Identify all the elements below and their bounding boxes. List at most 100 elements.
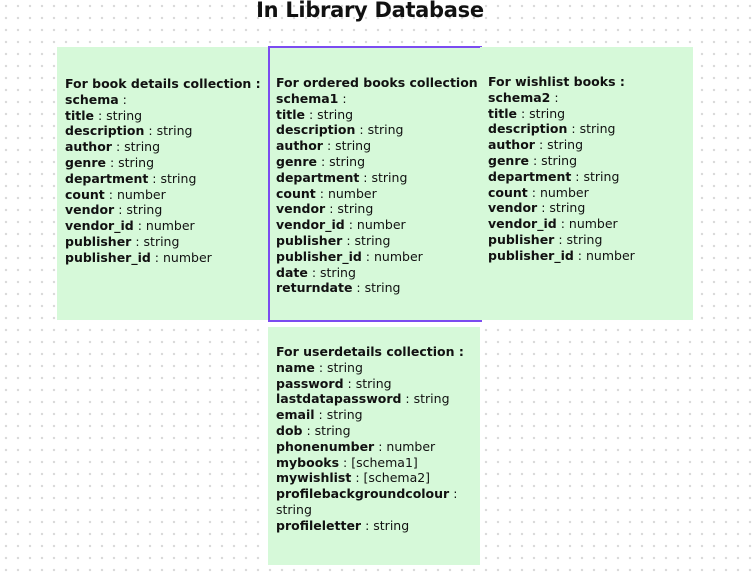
- field-separator: :: [351, 470, 364, 486]
- field-type: string: [413, 391, 450, 407]
- field-vendor: vendor : string: [65, 202, 268, 218]
- field-name: department: [488, 168, 572, 184]
- field-type: string: [373, 517, 410, 533]
- field-name: description: [276, 122, 356, 138]
- field-title: title : string: [65, 108, 268, 124]
- field-name: title: [65, 107, 94, 123]
- field-name: publisher_id: [488, 247, 574, 263]
- field-separator: :: [150, 249, 163, 265]
- field-separator: :: [104, 186, 117, 202]
- field-separator: :: [131, 233, 144, 249]
- field-vendor-id: vendor_id : number: [488, 216, 693, 232]
- card-userdetails[interactable]: For userdetails collection : name : stri…: [268, 327, 480, 565]
- field-name: genre: [65, 154, 106, 170]
- card-heading: For book details collection :: [65, 76, 261, 91]
- field-type: string: [124, 139, 161, 155]
- field-type: string: [327, 359, 363, 375]
- field-author: author : string: [276, 138, 480, 154]
- field-name: lastdatapassword: [276, 391, 402, 407]
- field-separator: :: [573, 247, 586, 263]
- field-separator: :: [527, 184, 540, 200]
- field-type: string: [160, 170, 197, 186]
- field-title: title : string: [488, 106, 693, 122]
- field-name: department: [276, 169, 360, 185]
- field-name: dob: [276, 422, 303, 438]
- card-heading: For ordered books collection :: [276, 75, 488, 90]
- field-separator: :: [344, 217, 357, 233]
- field-genre: genre : string: [488, 153, 693, 169]
- card-ordered-books[interactable]: For ordered books collection : schema1 :…: [268, 46, 488, 322]
- field-separator: :: [550, 89, 559, 105]
- field-name: vendor_id: [65, 218, 134, 234]
- field-separator: :: [537, 200, 550, 216]
- field-count: count : number: [276, 186, 480, 202]
- field-type: number: [386, 438, 436, 454]
- field-name: count: [488, 184, 528, 200]
- field-type: string: [367, 122, 404, 138]
- field-department: department : string: [65, 171, 268, 187]
- field-name: department: [65, 170, 149, 186]
- field-separator: :: [571, 168, 584, 184]
- field-name: profilebackgroundcolour: [276, 486, 450, 502]
- field-name: description: [488, 121, 568, 137]
- field-type: string: [355, 375, 392, 391]
- field-name: phonenumber: [276, 438, 375, 454]
- field-separator: :: [374, 438, 387, 454]
- field-type: [schema1]: [351, 454, 418, 470]
- field-type: string: [337, 201, 374, 217]
- field-separator: :: [361, 517, 374, 533]
- field-password: password : string: [276, 376, 480, 392]
- field-separator: :: [148, 170, 161, 186]
- field-type: string: [156, 123, 193, 139]
- field-separator: :: [361, 248, 374, 264]
- field-type: string: [326, 407, 363, 423]
- field-publisher: publisher : string: [488, 232, 693, 248]
- field-name: mywishlist: [276, 470, 352, 486]
- field-type: string: [335, 138, 372, 154]
- field-separator: :: [401, 391, 414, 407]
- field-name: count: [65, 186, 105, 202]
- field-type: string: [549, 200, 586, 216]
- field-type: number: [145, 218, 195, 234]
- field-separator: :: [554, 231, 567, 247]
- field-mybooks: mybooks : [schema1]: [276, 455, 480, 471]
- field-vendor: vendor : string: [488, 200, 693, 216]
- field-separator: :: [105, 154, 119, 170]
- field-separator: :: [314, 359, 328, 375]
- field-name: count: [276, 185, 316, 201]
- field-separator: :: [315, 185, 328, 201]
- field-separator: :: [307, 264, 321, 280]
- field-separator: :: [316, 153, 330, 169]
- field-name: author: [488, 137, 535, 153]
- field-mywishlist: mywishlist : [schema2]: [276, 470, 480, 486]
- field-name: publisher: [65, 233, 132, 249]
- field-author: author : string: [488, 137, 693, 153]
- field-name: description: [65, 123, 145, 139]
- field-type: number: [356, 217, 406, 233]
- field-vendor-id: vendor_id : number: [276, 217, 480, 233]
- field-name: publisher_id: [65, 249, 151, 265]
- field-publisher-id: publisher_id : number: [65, 250, 268, 266]
- field-separator: :: [534, 137, 548, 153]
- field-type: string: [276, 501, 312, 517]
- field-name: name: [276, 359, 315, 375]
- field-separator: :: [338, 90, 347, 106]
- field-type: number: [539, 184, 589, 200]
- field-type: number: [586, 247, 635, 263]
- field-type: number: [327, 185, 377, 201]
- field-name: vendor: [65, 202, 115, 218]
- field-type: string: [118, 154, 155, 170]
- field-vendor-id: vendor_id : number: [65, 218, 268, 234]
- field-separator: :: [343, 375, 356, 391]
- field-separator: :: [359, 169, 372, 185]
- field-profileletter: profileletter : string: [276, 518, 480, 534]
- field-separator: :: [94, 107, 107, 123]
- card-book-details[interactable]: For book details collection : schema : ti…: [57, 47, 268, 320]
- card-heading: For userdetails collection :: [276, 344, 464, 359]
- card-wishlist-books[interactable]: For wishlist books : schema2 : title : st…: [480, 47, 693, 320]
- field-publisher-id: publisher_id : number: [276, 249, 480, 265]
- field-schema2: schema2 :: [488, 90, 693, 106]
- field-separator: :: [517, 105, 530, 121]
- field-type: string: [371, 169, 408, 185]
- field-type: string: [364, 280, 401, 296]
